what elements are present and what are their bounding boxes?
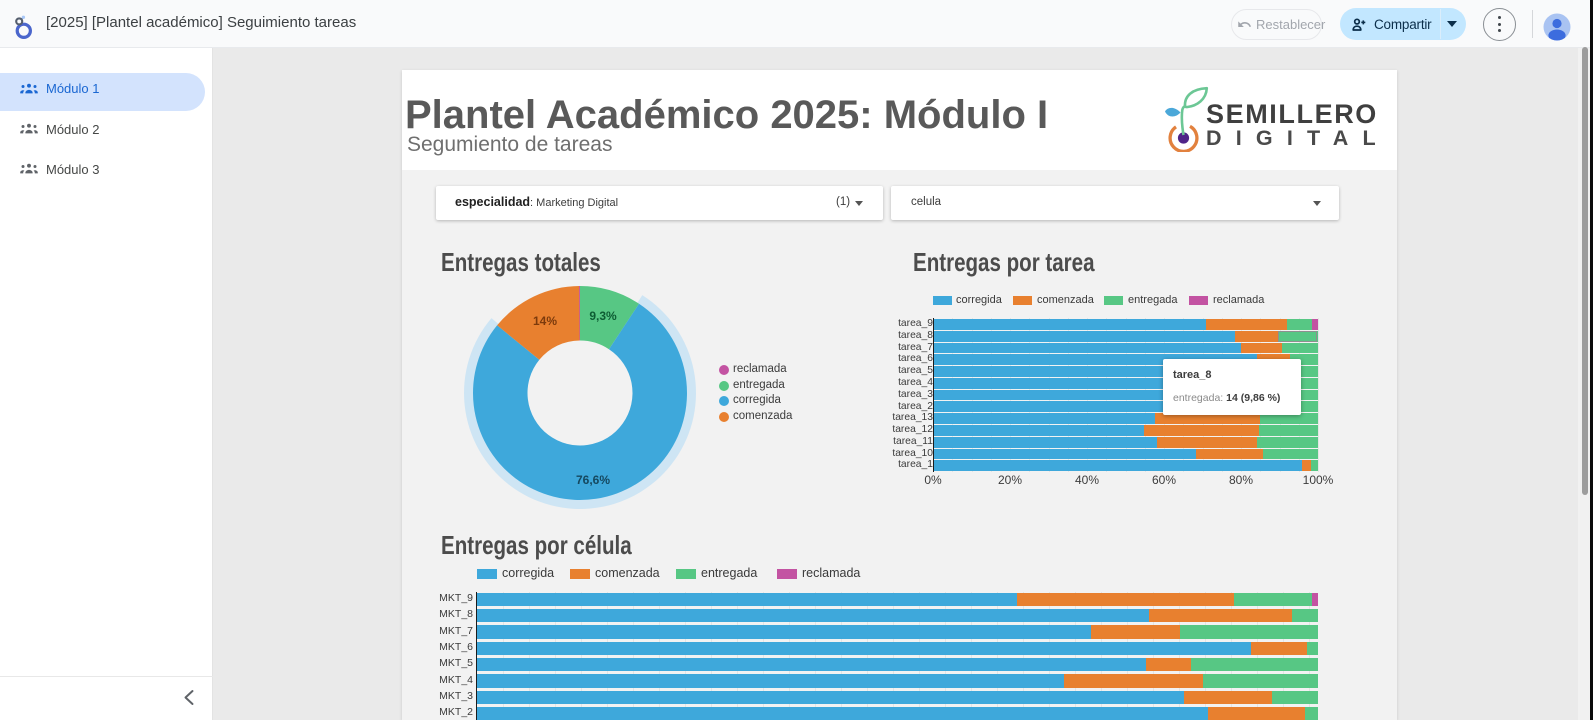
svg-text:76,6%: 76,6% (576, 473, 610, 487)
svg-text:9,3%: 9,3% (589, 309, 617, 323)
svg-text:14%: 14% (533, 314, 557, 328)
